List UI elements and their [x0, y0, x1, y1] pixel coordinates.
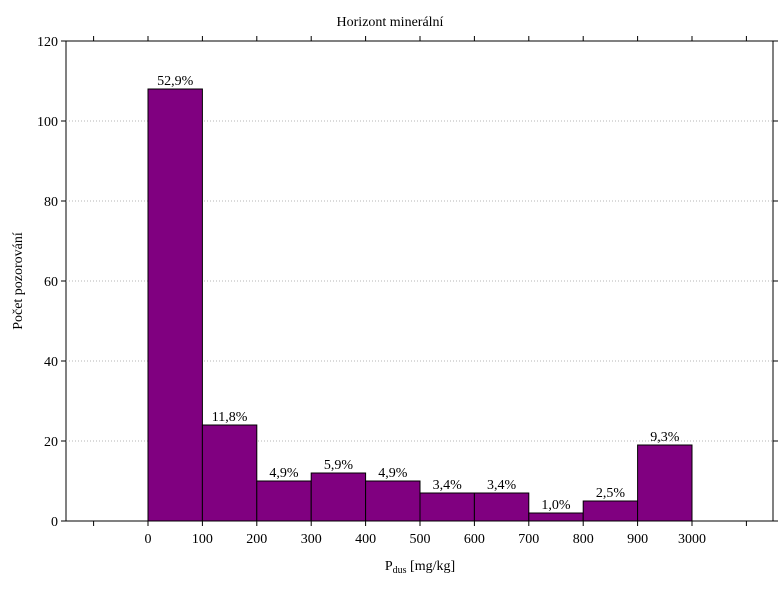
x-tick-label: 900: [627, 532, 648, 547]
histogram-bar: [473, 492, 530, 522]
bar-value-label: 11,8%: [212, 410, 248, 425]
histogram-bar: [582, 500, 639, 522]
x-axis-label-main: P: [385, 559, 393, 574]
histogram-bar: [637, 444, 693, 522]
y-axis: 0 20 40 60 80 100 120: [37, 35, 778, 530]
y-tick-label: 120: [37, 35, 58, 50]
y-tick-label: 80: [44, 195, 58, 210]
histogram-bar: [419, 492, 475, 522]
bar-value-label: 3,4%: [433, 478, 463, 493]
bar-value-label: 3,4%: [487, 478, 517, 493]
histogram-bar: [310, 472, 367, 522]
x-tick-label: 3000: [678, 532, 706, 547]
bar-value-label: 1,0%: [541, 498, 571, 513]
y-tick-label: 60: [44, 275, 58, 290]
x-tick-label: 600: [464, 532, 485, 547]
x-tick-label: 500: [410, 532, 431, 547]
chart-title: Horizont minerální: [337, 15, 444, 30]
bar-value-label: 52,9%: [157, 74, 194, 89]
x-tick-label: 400: [355, 532, 376, 547]
bar-value-label: 9,3%: [650, 430, 680, 445]
y-tick-label: 40: [44, 355, 58, 370]
x-tick-label: 100: [192, 532, 213, 547]
x-tick-label: 200: [246, 532, 267, 547]
x-axis: 0 100 200 300 400 500 600 700 800 900 3000: [93, 36, 747, 547]
y-tick-label: 0: [51, 515, 58, 530]
bar-value-label: 4,9%: [269, 466, 299, 481]
bar-value-label: 4,9%: [378, 466, 408, 481]
histogram-bar: [201, 424, 258, 522]
y-axis-label: Počet pozorování: [11, 232, 26, 330]
bar-value-label: 5,9%: [324, 458, 354, 473]
x-tick-label: 800: [573, 532, 594, 547]
x-axis-label-sub: dus: [393, 565, 407, 576]
x-axis-label-unit: [mg/kg]: [407, 559, 456, 574]
x-axis-label: Pdus [mg/kg]: [385, 559, 455, 576]
x-tick-label: 0: [145, 532, 152, 547]
bars: [147, 88, 693, 522]
histogram-bar: [365, 480, 421, 522]
histogram-bar: [256, 480, 312, 522]
histogram-bar: [147, 88, 203, 522]
histogram-bar: [528, 512, 584, 522]
bar-labels: 52,9% 11,8% 4,9% 5,9% 4,9% 3,4% 3,4% 1,0% 2,5% 9,…: [157, 74, 680, 513]
bar-value-label: 2,5%: [596, 486, 626, 501]
y-tick-label: 100: [37, 115, 58, 130]
x-tick-label: 300: [301, 532, 322, 547]
y-tick-label: 20: [44, 435, 58, 450]
x-tick-label: 700: [518, 532, 539, 547]
